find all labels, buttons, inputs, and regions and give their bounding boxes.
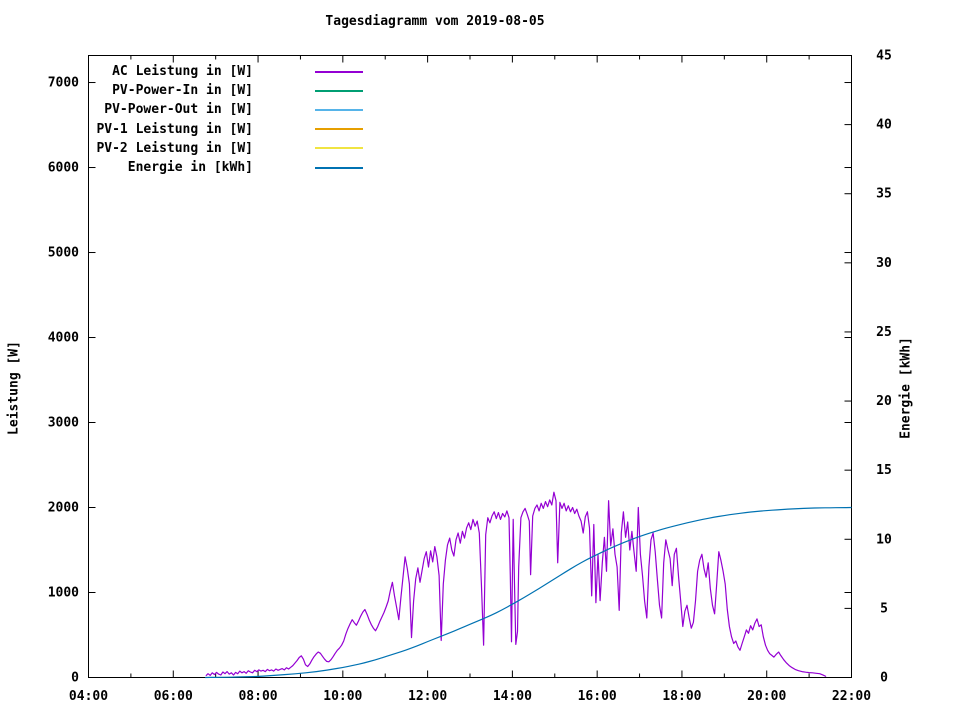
y1-tick-label: 4000: [48, 331, 79, 346]
legend-label: PV-Power-Out in [W]: [104, 102, 253, 118]
legend-label: PV-2 Leistung in [W]: [96, 140, 253, 156]
x-tick-label: 10:00: [323, 689, 362, 704]
series-line-ac-leistung-in-w: [205, 491, 827, 678]
x-tick-label: 12:00: [408, 689, 447, 704]
legend-color-line: [315, 147, 363, 150]
legend-entry: PV-Power-Out in [W]: [0, 100, 363, 119]
x-tick-label: 14:00: [493, 689, 532, 704]
legend-entry: AC Leistung in [W]: [0, 62, 363, 81]
x-tick-label: 08:00: [238, 689, 277, 704]
legend-label: PV-Power-In in [W]: [112, 83, 253, 99]
legend-color-line: [315, 89, 363, 92]
legend-label: AC Leistung in [W]: [112, 64, 253, 80]
legend-color-line: [315, 108, 363, 111]
y1-tick-label: 5000: [48, 246, 79, 261]
x-tick-label: 22:00: [832, 689, 871, 704]
legend-color-line: [315, 128, 363, 131]
legend-label: Energie in [kWh]: [127, 160, 253, 176]
x-tick-label: 20:00: [747, 689, 786, 704]
series-line-energie-in-kwh: [205, 506, 852, 679]
y2-tick-label: 20: [876, 394, 892, 409]
legend: AC Leistung in [W] PV-Power-In in [W] PV-P…: [0, 62, 363, 177]
legend-entry: PV-2 Leistung in [W]: [0, 139, 363, 158]
y1-tick-label: 0: [71, 671, 79, 686]
x-tick-label: 18:00: [662, 689, 701, 704]
x-tick-label: 16:00: [578, 689, 617, 704]
y2-tick-label: 15: [876, 463, 892, 478]
legend-color-line: [315, 166, 363, 169]
legend-entry: PV-1 Leistung in [W]: [0, 120, 363, 139]
x-tick-label: 04:00: [69, 689, 108, 704]
legend-label: PV-1 Leistung in [W]: [96, 121, 253, 137]
y2-tick-label: 35: [876, 187, 892, 202]
y2-tick-label: 5: [880, 601, 888, 616]
legend-entry: Energie in [kWh]: [0, 158, 363, 177]
y1-tick-label: 7000: [48, 76, 79, 91]
legend-color-line: [315, 70, 363, 73]
chart-title: Tagesdiagramm vom 2019-08-05: [325, 14, 545, 29]
y2-tick-label: 40: [876, 118, 892, 133]
legend-entry: PV-Power-In in [W]: [0, 81, 363, 100]
y2-tick-label: 10: [876, 532, 892, 547]
y1-tick-label: 6000: [48, 161, 79, 176]
y1-tick-label: 1000: [48, 586, 79, 601]
y2-tick-label: 45: [876, 49, 892, 64]
y2-tick-label: 30: [876, 256, 892, 271]
y2-tick-label: 0: [880, 671, 888, 686]
y1-tick-label: 3000: [48, 416, 79, 431]
x-tick-label: 06:00: [154, 689, 193, 704]
y2-tick-label: 25: [876, 325, 892, 340]
y1-tick-label: 2000: [48, 501, 79, 516]
